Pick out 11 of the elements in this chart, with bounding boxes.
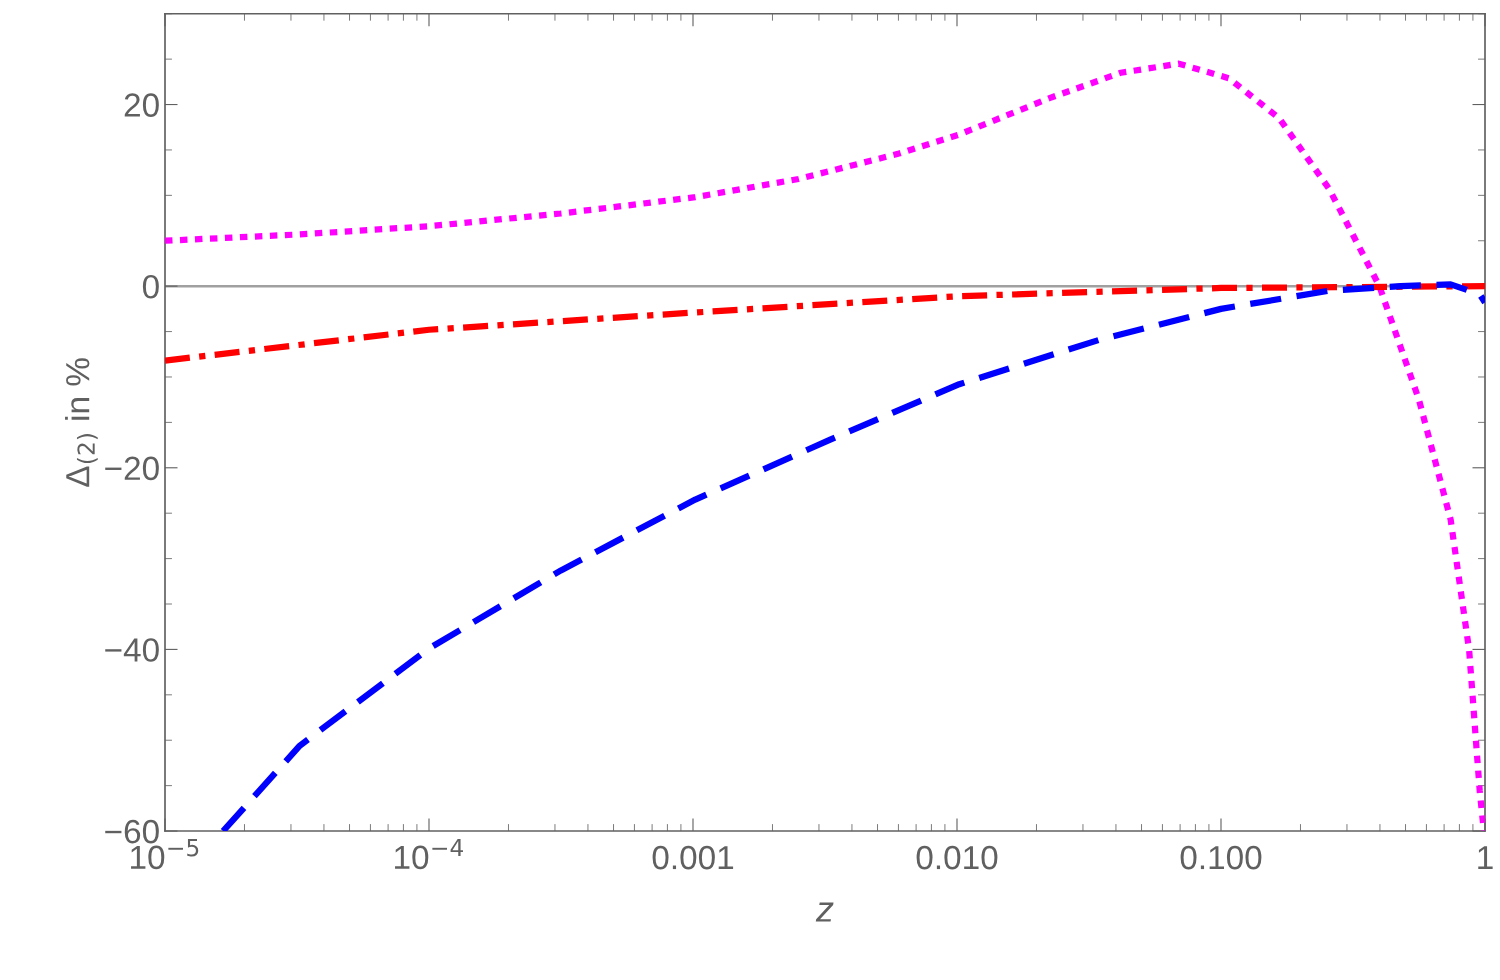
y-tick-label: −20 bbox=[105, 456, 159, 481]
x-tick-label: 0.010 bbox=[916, 845, 998, 870]
x-axis-title: z bbox=[815, 902, 834, 922]
y-tick-label: 20 bbox=[124, 93, 159, 117]
x-tick-label: 1 bbox=[1478, 846, 1493, 870]
y-axis-title: Δ$_{(2)}$ in % bbox=[65, 358, 98, 487]
y-tick-label: 0 bbox=[142, 274, 159, 299]
x-tick-label: 10$^{−4}$ bbox=[395, 839, 463, 870]
y-tick-label: −40 bbox=[105, 638, 159, 662]
x-tick-label: 0.001 bbox=[652, 845, 734, 870]
x-tick-label: 0.100 bbox=[1180, 845, 1262, 870]
